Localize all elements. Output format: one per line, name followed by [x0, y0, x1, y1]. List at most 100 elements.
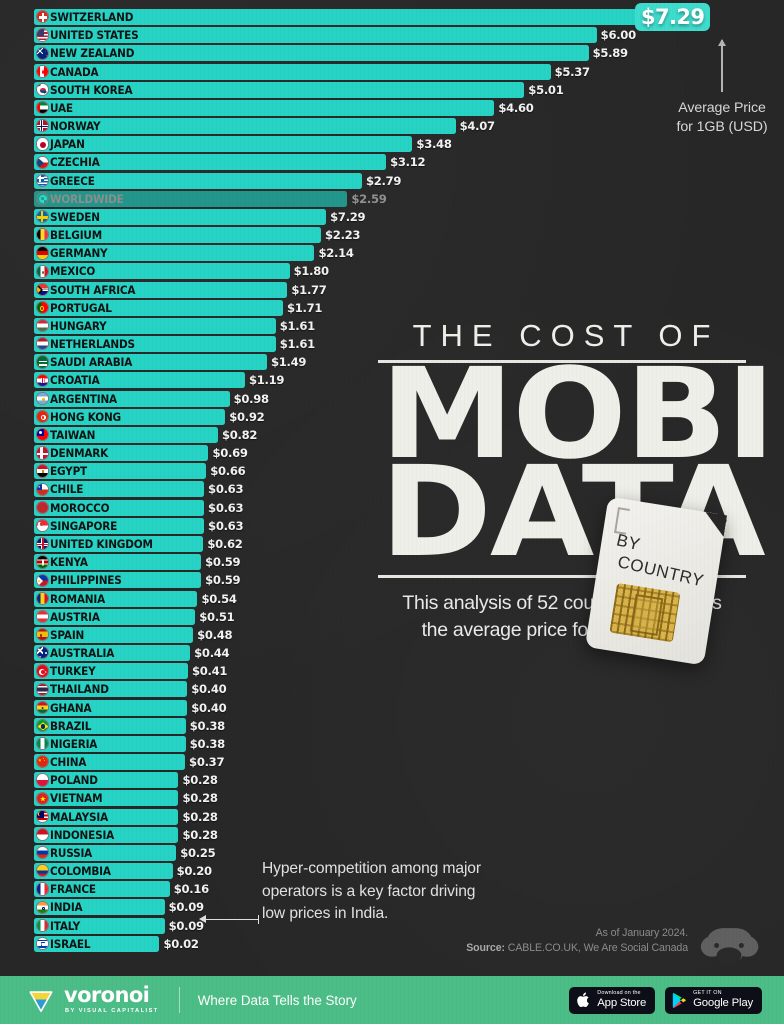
country-label: SOUTH KOREA: [50, 82, 133, 97]
flag-jp-icon: [35, 137, 49, 151]
bar-hong-kong: [34, 408, 226, 425]
country-label: HONG KONG: [50, 409, 121, 424]
chart-row: DENMARK $0.69: [0, 444, 784, 462]
bar-hungary: [34, 317, 276, 334]
chart-row: GREECE $2.79: [0, 172, 784, 190]
value-label: $0.02: [163, 936, 199, 951]
chart-row: RUSSIA $0.25: [0, 844, 784, 862]
value-label: $5.89: [592, 46, 628, 61]
country-label: KENYA: [50, 555, 88, 570]
flag-cz-icon: [35, 155, 49, 169]
bar-saudi-arabia: [34, 354, 267, 371]
chart-row: SOUTH AFRICA $1.77: [0, 281, 784, 299]
bar-taiwan: [34, 426, 218, 443]
country-label: MOROCCO: [50, 500, 110, 515]
country-label: POLAND: [50, 773, 98, 788]
value-label: $0.51: [199, 609, 235, 624]
value-label: $1.71: [287, 300, 323, 315]
flag-se-icon: [35, 210, 49, 224]
country-label: SAUDI ARABIA: [50, 355, 133, 370]
bar-russia: [34, 844, 177, 861]
flag-vn-icon: [35, 791, 49, 805]
flag-be-icon: [35, 228, 49, 242]
flag-mx-icon: [35, 264, 49, 278]
value-label: $0.38: [189, 736, 225, 751]
country-label: AUSTRIA: [50, 609, 100, 624]
country-label: COLOMBIA: [50, 864, 111, 879]
value-label: $1.80: [293, 264, 329, 279]
value-label: $0.41: [191, 664, 228, 679]
source-attribution: As of January 2024. Source: CABLE.CO.UK,…: [466, 926, 688, 956]
value-label: $0.20: [176, 864, 212, 879]
bar-croatia: [34, 372, 245, 389]
google-play-icon: [672, 992, 686, 1008]
flag-il-icon: [35, 936, 49, 951]
country-label: CHILE: [50, 482, 84, 497]
chart-row: BRAZIL $0.38: [0, 717, 784, 735]
value-label: $2.59: [351, 191, 387, 206]
chart-row: SWITZERLAND $7.29: [0, 3, 784, 31]
bar-worldwide: [34, 190, 348, 207]
country-label: NIGERIA: [50, 736, 98, 751]
chart-row: NIGERIA $0.38: [0, 735, 784, 753]
value-label: $0.63: [208, 518, 244, 533]
value-label: $4.07: [459, 119, 495, 134]
bar-nigeria: [34, 735, 186, 752]
title-word-mobile: MOBILE: [380, 342, 784, 487]
country-label: THAILAND: [50, 682, 109, 697]
source-label: Source:: [466, 942, 505, 954]
flag-tw-icon: [35, 428, 49, 442]
country-label: ARGENTINA: [50, 391, 117, 406]
bar-argentina: [34, 390, 230, 407]
flag-ru-icon: [35, 846, 49, 860]
bar-netherlands: [34, 336, 276, 353]
value-label: $0.28: [182, 809, 218, 824]
app-badges: Download on the App Store GET IT ON Goog…: [569, 986, 762, 1014]
footer-tagline: Where Data Tells the Story: [197, 992, 357, 1008]
apple-icon: [577, 992, 590, 1007]
chart-row: MOROCCO $0.63: [0, 499, 784, 517]
chart-row: CHINA $0.37: [0, 753, 784, 771]
country-label: SWITZERLAND: [50, 10, 134, 24]
bar-germany: [34, 245, 315, 262]
flag-it-icon: [35, 918, 49, 932]
flag-ae-icon: [35, 101, 49, 115]
chart-row: EGYPT $0.66: [0, 462, 784, 480]
bar-egypt: [34, 463, 207, 480]
value-label: $0.28: [182, 791, 218, 806]
annotation-line-1: Hyper-competition among major: [262, 860, 481, 877]
chart-row: CHILE $0.63: [0, 480, 784, 498]
country-label: BELGIUM: [50, 228, 102, 243]
title-rule-bottom: [378, 575, 746, 578]
country-label: JAPAN: [50, 137, 85, 152]
india-annotation: Hyper-competition among major operators …: [262, 858, 562, 926]
flag-hk-icon: [35, 409, 49, 424]
chart-row: TAIWAN $0.82: [0, 426, 784, 444]
voronoi-logo-icon: [29, 991, 53, 1013]
flag-co-icon: [35, 864, 49, 878]
voronoi-wordmark-sub: BY VISUAL CAPITALIST: [65, 1008, 159, 1015]
value-label: $0.28: [182, 773, 218, 788]
bar-south-africa: [34, 281, 288, 298]
bar-mexico: [34, 263, 290, 280]
bar-india: [34, 899, 165, 916]
value-label: $1.19: [249, 373, 285, 388]
value-label: $0.92: [229, 409, 265, 424]
chart-row: PHILIPPINES $0.59: [0, 571, 784, 589]
value-label: $7.29: [635, 3, 711, 31]
flag-cl-icon: [35, 482, 49, 496]
google-play-badge-label: Google Play: [693, 996, 753, 1009]
chart-row: SAUDI ARABIA $1.49: [0, 353, 784, 371]
app-store-badge[interactable]: Download on the App Store: [569, 986, 656, 1014]
country-label: INDONESIA: [50, 827, 115, 842]
value-label: $0.38: [189, 718, 225, 733]
voronoi-brand[interactable]: voronoi BY VISUAL CAPITALIST: [26, 985, 159, 1015]
title-rule-top: [378, 360, 746, 363]
google-play-badge-small: GET IT ON: [693, 990, 722, 997]
flag-br-icon: [35, 718, 49, 733]
value-label: $0.63: [208, 482, 244, 497]
flag-pt-icon: [35, 300, 49, 315]
country-label: TAIWAN: [50, 427, 96, 442]
flag-gb-icon: [35, 537, 49, 551]
google-play-badge[interactable]: GET IT ON Google Play: [665, 986, 762, 1014]
